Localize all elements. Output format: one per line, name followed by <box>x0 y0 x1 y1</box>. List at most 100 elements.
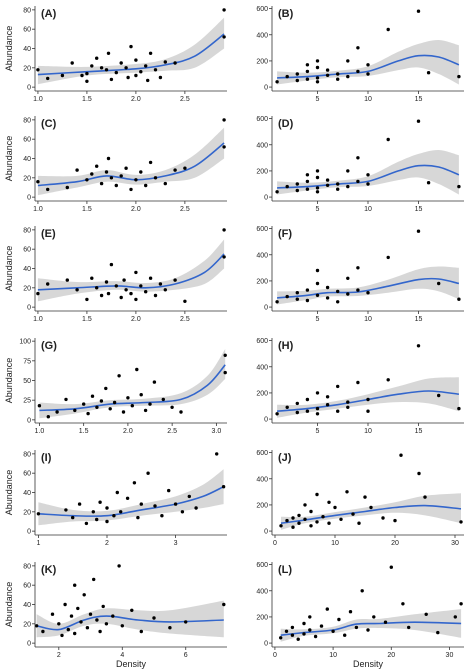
data-point <box>163 60 167 64</box>
y-tick-label: 50 <box>23 378 31 385</box>
data-point <box>173 168 177 172</box>
panel-g: 0 25 50 75 100 1.0 1.5 2.0 2.5 3.0 (G) Abundance <box>4 338 227 435</box>
data-point <box>383 620 388 624</box>
data-point <box>124 66 128 70</box>
data-point <box>459 520 463 524</box>
y-axis-title: Abundance <box>4 582 14 628</box>
data-point <box>144 64 148 68</box>
data-point <box>222 35 226 39</box>
data-point <box>417 471 421 476</box>
data-point <box>285 518 289 523</box>
data-point <box>168 626 172 630</box>
y-tick-label: 20 <box>23 65 31 72</box>
data-point <box>356 179 360 184</box>
data-point <box>295 78 299 83</box>
data-point <box>85 626 90 630</box>
data-point <box>77 502 82 506</box>
data-point <box>46 76 50 81</box>
data-point <box>70 61 74 65</box>
data-point <box>436 630 440 635</box>
data-point <box>119 510 123 514</box>
data-point <box>80 73 84 78</box>
x-axis-title-left: Density <box>116 659 147 669</box>
data-point <box>114 284 119 288</box>
x-tick-label: 30 <box>451 540 459 547</box>
data-point <box>73 408 77 413</box>
x-axis-title-right: Density <box>353 659 384 669</box>
y-tick-label: 600 <box>256 562 268 569</box>
data-point <box>416 229 421 233</box>
data-point <box>73 583 77 587</box>
x-tick-label: 2 <box>57 652 61 659</box>
y-tick-label: 0 <box>27 305 31 312</box>
panel-a: 0 20 40 60 80 1.0 1.5 2.0 2.5 (A) Abundance <box>4 6 227 103</box>
data-point <box>105 506 109 510</box>
data-point <box>315 268 320 273</box>
x-tick-label: 1.5 <box>82 96 92 103</box>
data-point <box>132 481 137 485</box>
y-tick-label: 80 <box>23 563 31 570</box>
data-point <box>325 395 330 399</box>
data-point <box>73 631 77 636</box>
y-tick-label: 80 <box>23 7 31 14</box>
data-point <box>180 510 185 514</box>
data-point <box>183 299 187 303</box>
panel-label: (K) <box>41 564 57 576</box>
y-tick-label: 60 <box>23 583 31 590</box>
data-point <box>82 593 86 597</box>
data-point <box>297 513 301 518</box>
data-point <box>46 415 50 419</box>
data-point <box>308 628 312 632</box>
data-point <box>60 73 65 78</box>
data-point <box>152 380 157 384</box>
data-point <box>315 76 320 80</box>
data-point <box>106 291 111 296</box>
data-point <box>90 172 94 176</box>
data-point <box>114 183 119 188</box>
data-point <box>146 78 150 83</box>
x-tick-label: 0 <box>273 652 277 659</box>
data-point <box>99 293 104 298</box>
data-point <box>346 59 350 63</box>
data-point <box>106 51 111 55</box>
x-tick-label: 2.0 <box>131 96 141 103</box>
panel-j: 0 200 400 600 0 10 20 30 (J) <box>256 450 464 547</box>
data-point <box>148 402 152 406</box>
data-point <box>88 612 93 616</box>
confidence-band <box>37 127 225 196</box>
data-point <box>126 396 130 400</box>
data-point <box>325 178 330 182</box>
data-point <box>345 490 349 494</box>
y-axis-title: Abundance <box>4 26 14 72</box>
y-tick-label: 60 <box>23 247 31 254</box>
y-axis-title: Abundance <box>4 470 14 516</box>
x-tick-label: 3 <box>174 540 178 547</box>
data-point <box>386 27 390 32</box>
data-point <box>346 74 350 79</box>
data-point <box>423 495 427 499</box>
data-point <box>295 182 299 186</box>
x-tick-label: 0 <box>273 540 277 547</box>
x-tick-label: 15 <box>415 96 423 103</box>
data-point <box>356 380 360 385</box>
x-tick-label: 20 <box>391 540 399 547</box>
data-point <box>41 629 45 634</box>
panel-label: (A) <box>41 8 57 20</box>
y-tick-label: 200 <box>256 390 268 397</box>
data-point <box>459 602 463 606</box>
data-point <box>331 629 335 633</box>
data-point <box>153 176 158 180</box>
data-point <box>108 407 112 411</box>
data-point <box>92 577 96 582</box>
data-point <box>336 300 340 304</box>
y-tick-label: 40 <box>23 490 31 497</box>
data-point <box>36 291 40 296</box>
data-point <box>129 187 133 192</box>
data-point <box>98 500 102 504</box>
data-point <box>315 80 320 84</box>
x-tick-label: 2.5 <box>180 316 190 323</box>
trend-line <box>37 253 225 291</box>
y-tick-label: 0 <box>27 85 31 92</box>
x-tick-label: 5 <box>316 316 320 323</box>
data-point <box>167 488 171 493</box>
